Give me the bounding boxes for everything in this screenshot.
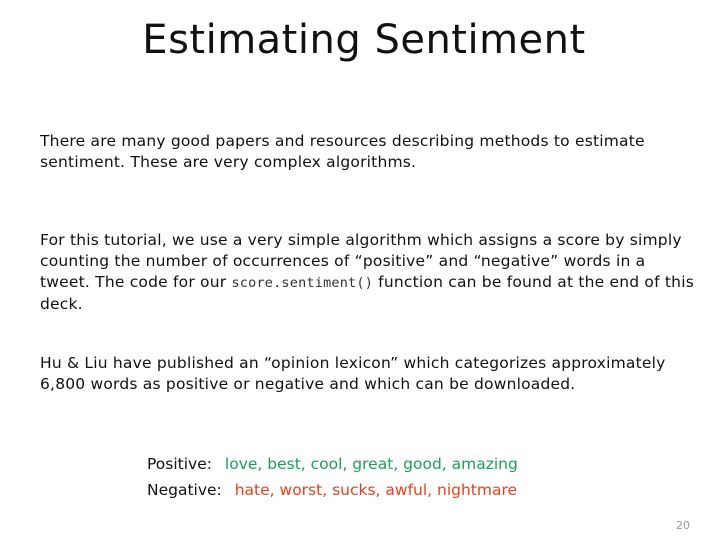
negative-example-row: Negative: hate, worst, sucks, awful, nig… [147, 477, 518, 503]
negative-words: hate, worst, sucks, awful, nightmare [234, 481, 518, 499]
page-number: 20 [676, 519, 690, 532]
positive-example-row: Positive: love, best, cool, great, good,… [147, 451, 518, 477]
positive-words: love, best, cool, great, good, amazing [224, 455, 518, 473]
positive-label: Positive: [147, 455, 212, 473]
paragraph-algorithm: For this tutorial, we use a very simple … [40, 230, 700, 315]
paragraph-intro: There are many good papers and resources… [40, 132, 645, 171]
slide-title: Estimating Sentiment [142, 17, 586, 63]
example-words: Positive: love, best, cool, great, good,… [147, 451, 518, 503]
paragraph-algorithm-text-2: function can be found at the end of this… [40, 273, 694, 313]
code-function-name: score.sentiment() [231, 275, 374, 291]
paragraph-lexicon: Hu & Liu have published an “opinion lexi… [40, 354, 666, 393]
paragraph-algorithm-text-1: For this tutorial, we use a very simple … [40, 231, 682, 291]
negative-label: Negative: [147, 481, 222, 499]
